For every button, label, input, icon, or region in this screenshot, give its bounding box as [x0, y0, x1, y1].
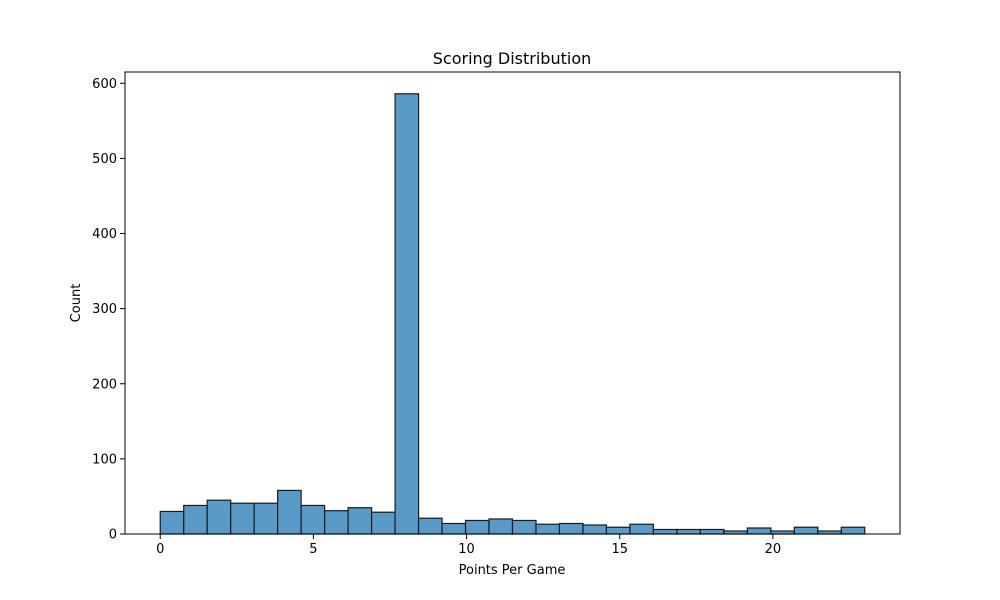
x-tick-label: 0 [156, 542, 164, 557]
histogram-bar [511, 519, 537, 535]
y-tick-label: 600 [92, 77, 117, 92]
histogram-bar [558, 522, 584, 535]
histogram-bar [840, 526, 866, 535]
histogram-bar [793, 526, 819, 535]
x-axis: 0 5 10 15 20 [156, 534, 781, 557]
histogram-bar [676, 528, 701, 535]
histogram-bar [441, 522, 467, 535]
histogram-bar [206, 499, 232, 535]
histogram-bar [324, 510, 349, 535]
histogram-bar [230, 502, 255, 535]
y-tick-label: 200 [92, 377, 117, 392]
histogram-bar [253, 502, 279, 535]
chart-title: Scoring Distribution [433, 49, 592, 68]
histogram-bar [347, 507, 373, 535]
x-tick-label: 5 [309, 542, 317, 557]
x-tick-label: 20 [765, 542, 782, 557]
y-tick-label: 300 [92, 302, 117, 317]
histogram-bar [535, 523, 561, 535]
histogram-bar [300, 504, 326, 535]
histogram-bar [464, 519, 490, 535]
x-tick-label: 15 [611, 542, 628, 557]
histogram-bar [605, 526, 631, 535]
histogram-bar [394, 93, 420, 535]
histogram-bar [629, 523, 655, 535]
y-tick-label: 100 [92, 452, 117, 467]
histogram-bar [183, 504, 208, 535]
histogram-bar [652, 528, 678, 535]
y-tick-label: 500 [92, 152, 117, 167]
histogram-bar [277, 489, 302, 535]
histogram-bar [699, 528, 725, 535]
bars-layer [159, 93, 866, 535]
histogram-bar [746, 527, 772, 535]
x-axis-title: Points Per Game [459, 563, 566, 578]
histogram-bar [582, 524, 608, 535]
x-tick-label: 10 [458, 542, 475, 557]
histogram-bar [488, 518, 514, 535]
histogram-bar [370, 511, 396, 535]
y-axis-title: Count [69, 284, 84, 323]
y-tick-label: 400 [92, 227, 117, 242]
y-tick-label: 0 [109, 528, 117, 543]
histogram-bar [159, 510, 185, 535]
y-axis: 0 100 200 300 400 500 600 [92, 77, 125, 543]
histogram-bar [417, 517, 443, 535]
plot-area-frame [124, 71, 901, 535]
